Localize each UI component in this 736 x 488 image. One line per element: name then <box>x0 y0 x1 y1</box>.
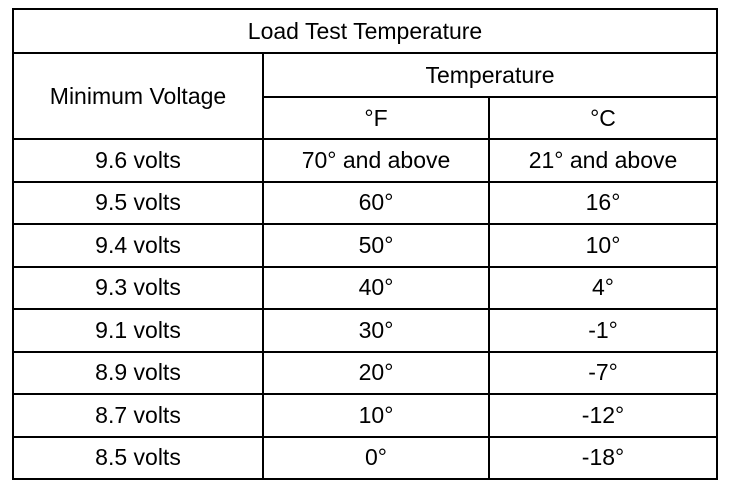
table-row: 9.3 volts 40° 4° <box>12 265 719 310</box>
table-row: 8.7 volts 10° -12° <box>12 393 719 438</box>
voltage-cell: 9.1 volts <box>12 308 264 353</box>
table-body: 9.6 volts 70° and above 21° and above 9.5 v… <box>12 138 719 480</box>
table-row: 8.9 volts 20° -7° <box>12 350 719 395</box>
celsius-cell: 16° <box>487 180 719 225</box>
fahrenheit-cell: 30° <box>262 308 490 353</box>
fahrenheit-cell: 0° <box>262 435 490 480</box>
voltage-header: Minimum Voltage <box>12 52 264 140</box>
celsius-cell: -7° <box>487 350 719 395</box>
celsius-cell: 21° and above <box>487 138 719 183</box>
table-row: 8.5 volts 0° -18° <box>12 435 719 480</box>
table-row: 9.6 volts 70° and above 21° and above <box>12 138 719 183</box>
fahrenheit-cell: 20° <box>262 350 490 395</box>
unit-header: °F <box>262 96 490 140</box>
fahrenheit-cell: 70° and above <box>262 138 490 183</box>
table-title: Load Test Temperature <box>11 8 719 54</box>
voltage-cell: 9.4 volts <box>12 223 264 268</box>
table-row: 9.4 volts 50° 10° <box>12 223 719 268</box>
table-row: 9.1 volts 30° -1° <box>12 308 719 353</box>
voltage-cell: 8.7 volts <box>12 393 264 438</box>
table-row: 9.5 volts 60° 16° <box>12 180 719 225</box>
fahrenheit-cell: 50° <box>262 223 490 268</box>
fahrenheit-cell: 40° <box>262 265 490 310</box>
celsius-cell: 10° <box>487 223 719 268</box>
voltage-cell: 9.5 volts <box>12 180 264 225</box>
temperature-header: Temperature <box>261 52 719 98</box>
celsius-cell: 4° <box>487 265 719 310</box>
voltage-cell: 8.5 volts <box>12 435 264 480</box>
unit-header: °C <box>487 96 719 140</box>
fahrenheit-cell: 10° <box>262 393 490 438</box>
voltage-cell: 8.9 volts <box>12 350 264 395</box>
celsius-cell: -12° <box>487 393 719 438</box>
fahrenheit-cell: 60° <box>262 180 490 225</box>
celsius-cell: -18° <box>487 435 719 480</box>
voltage-cell: 9.3 volts <box>12 265 264 310</box>
celsius-cell: -1° <box>487 308 719 353</box>
load-test-table: Load Test Temperature Minimum Voltage Te… <box>11 8 719 480</box>
voltage-cell: 9.6 volts <box>12 138 264 183</box>
